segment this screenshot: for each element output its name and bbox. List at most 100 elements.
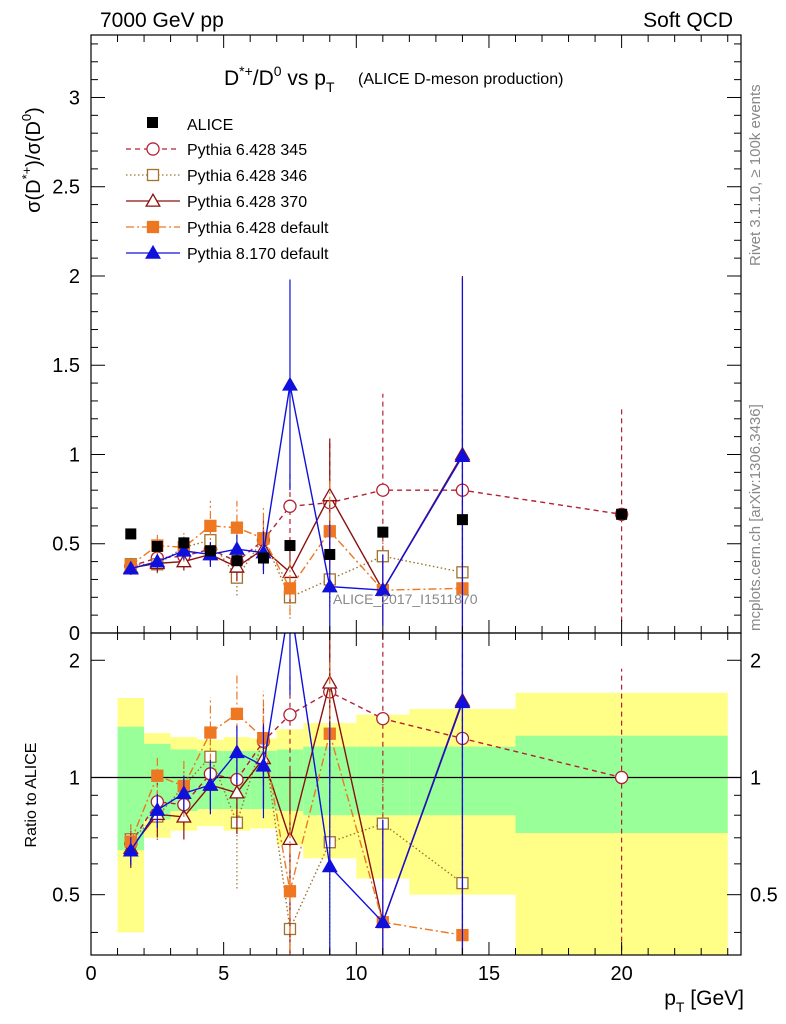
ratio-series-4	[122, 633, 471, 955]
x-tick-label: 10	[345, 963, 367, 985]
alice-point	[616, 508, 628, 520]
alice-point	[377, 526, 389, 538]
legend-label: Pythia 6.428 370	[187, 194, 307, 211]
y-tick-label: 2.5	[52, 177, 80, 199]
ratio-point	[255, 757, 272, 772]
alice-point	[151, 540, 163, 552]
alice-point	[204, 545, 216, 557]
ratio-point	[282, 831, 298, 846]
ratio-point	[230, 707, 244, 721]
ratio-point	[283, 885, 297, 898]
legend-marker	[145, 244, 161, 259]
x-tick-label: 20	[610, 963, 632, 985]
legend-marker	[145, 192, 161, 207]
ratio-point	[122, 842, 139, 857]
series-line	[130, 454, 464, 592]
legend-label: Pythia 6.428 346	[187, 168, 307, 185]
y-axis-label: σ(D*+)/σ(D0)	[19, 107, 45, 213]
series-line	[130, 525, 463, 591]
alice-point	[231, 555, 243, 567]
ratio-tick-label-right: 2	[750, 650, 761, 672]
ratio-series	[122, 633, 629, 955]
legend: ALICE Pythia 6.428 345 Pythia 6.428 346 Pyt…	[126, 117, 329, 263]
ratio-point	[374, 914, 391, 929]
legend-label: Pythia 8.170 default	[187, 246, 329, 263]
series-4	[122, 277, 471, 633]
ratio-bands	[91, 692, 741, 955]
ratio-point	[283, 708, 297, 722]
chart-title: D*+/D0 vs pT	[224, 63, 335, 95]
ratio-tick-label-right: 0.5	[750, 885, 778, 907]
data-point	[149, 553, 166, 568]
data-point	[374, 582, 391, 596]
x-axis-label: pT [GeV]	[664, 987, 744, 1015]
legend-label: Pythia 6.428 default	[187, 220, 329, 237]
chart-title-note: (ALICE D-meson production)	[358, 71, 563, 88]
alice-point	[456, 514, 468, 526]
ratio-point	[151, 769, 164, 782]
ratio-point	[228, 744, 245, 759]
x-tick-label: 5	[218, 963, 229, 985]
x-tick-label: 15	[478, 963, 500, 985]
ratio-point	[454, 694, 471, 709]
data-point	[230, 521, 244, 534]
ratio-point	[376, 711, 390, 726]
data-point	[283, 499, 297, 513]
data-point	[122, 560, 139, 575]
ratio-point	[228, 784, 245, 799]
ratio-tick-label-left: 0.5	[52, 885, 80, 907]
x-tick-label: 0	[85, 963, 96, 985]
data-point	[282, 376, 298, 391]
legend-label: Pythia 6.428 345	[187, 142, 307, 159]
axes: 0 5 10 15 20 0 0.5 1 1.5 2 2.5 3 0.5 0.5 1 1 2 2	[52, 34, 778, 985]
y-tick-label: 2	[69, 266, 80, 288]
y-tick-label: 1.5	[52, 355, 80, 377]
y-tick-label: 1	[69, 444, 80, 466]
mcplots-label: mcplots.cern.ch [arXiv:1306.3436]	[747, 404, 764, 631]
alice-point	[324, 548, 336, 560]
legend-marker	[146, 142, 160, 156]
data-point	[228, 540, 245, 555]
ratio-point	[614, 770, 629, 785]
y-tick-label: 0.5	[52, 534, 80, 556]
y-tick-label: 0	[69, 623, 80, 645]
series-2	[122, 275, 471, 633]
alice-point	[125, 528, 137, 540]
ratio-point	[202, 776, 219, 791]
series-0	[124, 393, 629, 622]
alice-point	[284, 540, 296, 552]
data-point	[283, 582, 297, 595]
data-point	[175, 542, 192, 557]
series-line	[130, 384, 464, 591]
legend-marker	[146, 220, 160, 234]
ratio-tick-label-left: 2	[69, 650, 80, 672]
analysis-label: ALICE_2017_I1511870	[333, 591, 478, 607]
data-point	[376, 483, 390, 497]
data-points	[125, 508, 628, 567]
main-series	[122, 275, 629, 633]
y-tick-label: 3	[69, 87, 80, 109]
alice-point	[178, 537, 190, 549]
data-point	[204, 519, 217, 533]
legend-marker	[146, 168, 160, 182]
ratio-point	[321, 858, 338, 873]
header-left: 7000 GeV pp	[100, 9, 224, 32]
legend-marker-alice	[147, 117, 158, 128]
ratio-tick-label-right: 1	[750, 767, 761, 789]
ratio-point	[204, 726, 217, 739]
ratio-series-line	[130, 633, 464, 924]
ratio-series-line	[130, 712, 463, 936]
rivet-label: Rivet 3.1.10, ≥ 100k events	[747, 84, 764, 266]
alice-point	[257, 552, 269, 564]
legend-label-alice: ALICE	[187, 117, 233, 134]
data-point	[321, 578, 338, 593]
data-point	[454, 448, 471, 463]
ratio-point	[149, 801, 166, 816]
ratio-frame	[90, 632, 742, 956]
ratio-tick-label-left: 1	[69, 767, 80, 789]
header-right: Soft QCD	[643, 9, 733, 32]
ratio-axis-label: Ratio to ALICE	[23, 743, 40, 848]
ratio-series-line	[130, 682, 464, 925]
ratio-point	[175, 785, 192, 800]
